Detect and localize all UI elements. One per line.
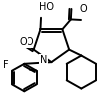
Text: O: O (25, 37, 32, 47)
Text: F: F (3, 60, 9, 70)
Text: O: O (79, 4, 86, 14)
Text: HO: HO (39, 2, 54, 12)
Text: N: N (39, 55, 47, 65)
Text: O: O (19, 37, 27, 47)
